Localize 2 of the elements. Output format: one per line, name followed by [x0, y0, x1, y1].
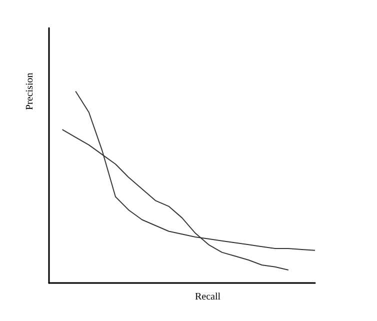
y-axis-title: Precision [24, 72, 36, 110]
x-axis-title: Recall [195, 292, 221, 302]
